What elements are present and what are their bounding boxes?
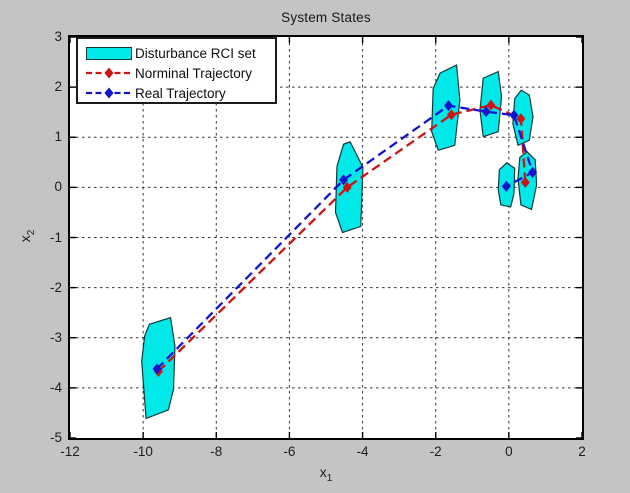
real-trajectory-marker [152, 363, 162, 375]
nominal-trajectory-marker [520, 176, 530, 188]
nominal-line-swatch [83, 66, 135, 80]
x-tick-label: -12 [60, 444, 80, 459]
y-tick-label: 1 [54, 129, 62, 145]
chart-title: System States [281, 10, 371, 25]
real-trajectory-marker [501, 180, 511, 192]
real-trajectory-marker [481, 106, 491, 118]
nominal-trajectory-line [157, 103, 527, 373]
x-tick-label: -4 [356, 444, 369, 459]
dashed-line-diamond-icon [86, 87, 132, 99]
x-tick-label: -8 [210, 444, 223, 459]
y-tick-label: 0 [54, 179, 62, 195]
rci-set-swatch [83, 46, 135, 60]
y-tick-label: 3 [54, 29, 62, 44]
legend-row-real: Real Trajectory [83, 83, 275, 103]
y-tick-label: -1 [49, 229, 62, 245]
y-tick-label: -3 [49, 329, 62, 345]
y-tick-label: -5 [49, 430, 62, 445]
y-axis-label: x2 [17, 229, 37, 243]
legend-row-nominal: Norminal Trajectory [83, 63, 275, 83]
nominal-trajectory-marker [342, 181, 352, 193]
real-line-swatch [83, 86, 135, 100]
y-tick-label: -2 [49, 279, 62, 295]
legend-label-rci: Disturbance RCI set [135, 45, 256, 61]
y-tick-label: 2 [54, 79, 62, 95]
nominal-trajectory-marker [516, 113, 526, 125]
x-axis-label: x1 [319, 464, 333, 484]
x-tick-label: -2 [429, 444, 442, 459]
real-trajectory-marker [444, 100, 454, 112]
y-tick-label: -4 [49, 379, 62, 395]
legend-row-rci: Disturbance RCI set [83, 43, 275, 63]
dashed-line-diamond-icon [86, 67, 132, 79]
legend-label-nominal: Norminal Trajectory [135, 65, 253, 81]
x-tick-label: 0 [505, 444, 513, 459]
real-trajectory-marker [509, 109, 519, 121]
nominal-trajectory-marker [446, 109, 456, 121]
real-trajectory-marker [528, 166, 538, 178]
x-tick-label: 2 [578, 444, 586, 459]
real-trajectory-marker [339, 174, 349, 186]
x-tick-label: -6 [283, 444, 296, 459]
x-tick-label: -10 [133, 444, 153, 459]
rci-set-patch-icon [86, 46, 132, 60]
legend-label-real: Real Trajectory [135, 85, 226, 101]
legend[interactable]: Disturbance RCI set Norminal Trajectory … [76, 37, 277, 104]
nominal-trajectory-marker [486, 99, 496, 111]
